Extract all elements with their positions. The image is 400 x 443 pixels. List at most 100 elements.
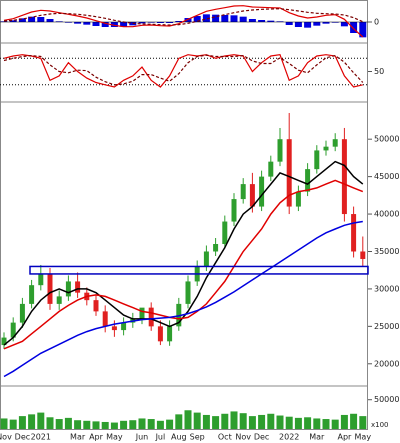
- x-tick-label: Sep: [190, 433, 205, 442]
- x-tick-label: May: [106, 433, 123, 442]
- macd-histogram-bar: [322, 22, 330, 24]
- candle-body: [56, 296, 62, 304]
- macd-histogram-bar: [313, 22, 321, 26]
- moving-average: [3, 160, 364, 346]
- candle-body: [277, 139, 283, 162]
- volume-bar: [0, 418, 8, 429]
- volume-bar: [110, 422, 118, 429]
- candle-body: [121, 322, 127, 331]
- plot-frame: [0, 0, 368, 430]
- x-tick-label: May: [355, 433, 372, 442]
- volume-bar: [276, 415, 284, 429]
- candle-body: [295, 191, 301, 207]
- volume-bar: [221, 413, 229, 429]
- candle-body: [38, 273, 44, 286]
- y-tick-label: 40000: [374, 210, 399, 219]
- candle-body: [167, 326, 173, 342]
- candle-body: [157, 326, 163, 342]
- candle-body: [111, 326, 117, 331]
- candle-body: [240, 184, 246, 200]
- x-tick-label: Dec: [254, 433, 269, 442]
- x-tick-label: Aug: [171, 433, 187, 442]
- macd-histogram-bar: [37, 17, 45, 22]
- volume-bar: [184, 410, 192, 429]
- candle-body: [10, 322, 16, 338]
- volume-bar: [322, 419, 330, 429]
- candle-body: [148, 307, 154, 327]
- volume-bar: [340, 414, 348, 429]
- volume-bar: [248, 416, 256, 429]
- support-zone: [29, 265, 369, 275]
- volume-bar: [129, 420, 137, 429]
- volume-bar: [46, 417, 54, 429]
- candle-body: [231, 199, 237, 222]
- moving-average: [3, 220, 363, 378]
- candle-body: [185, 281, 191, 304]
- macd-histogram-bar: [0, 21, 8, 22]
- y-tick-label: 45000: [374, 172, 399, 181]
- candle-body: [203, 251, 209, 267]
- volume-bar: [92, 421, 100, 429]
- y-tick-label: 20000: [374, 359, 399, 368]
- x-tick-label: Dec: [15, 433, 30, 442]
- macd-histogram-bar: [340, 22, 348, 27]
- volume-bar: [37, 412, 45, 429]
- x-tick-label: Oct: [218, 433, 232, 442]
- macd-histogram-bar: [294, 22, 302, 27]
- macd-histogram-bar: [350, 22, 358, 33]
- candle-body: [259, 176, 265, 207]
- macd-histogram-bar: [55, 21, 63, 22]
- volume-bar: [64, 417, 72, 429]
- candle-body: [360, 251, 366, 259]
- y-tick-label: 30000: [374, 284, 399, 293]
- candle-body: [305, 169, 311, 192]
- volume-bar: [350, 413, 358, 429]
- macd-histogram-bar: [46, 19, 54, 22]
- candle-body: [29, 285, 35, 304]
- macd-histogram-bar: [193, 16, 201, 22]
- candle-body: [268, 161, 274, 177]
- volume-bar: [18, 416, 26, 429]
- macd-histogram-bar: [28, 16, 36, 22]
- candle-body: [47, 273, 53, 304]
- macd-histogram-bar: [248, 19, 256, 22]
- volume-bar: [193, 412, 201, 429]
- candle-body: [75, 281, 81, 293]
- macd-histogram-bar: [230, 15, 238, 22]
- x-tick-label: Mar: [309, 433, 325, 442]
- volume-bar: [9, 419, 17, 429]
- candle-body: [286, 139, 292, 207]
- candle-body: [222, 221, 228, 244]
- macd-histogram-bar: [120, 22, 128, 27]
- macd-histogram-bar: [175, 21, 183, 22]
- macd-histogram-bar: [359, 22, 367, 38]
- x-tick-label: Jun: [135, 433, 149, 442]
- volume-bar: [202, 414, 210, 429]
- volume-bar: [212, 416, 220, 429]
- candle-body: [332, 139, 338, 147]
- macd-histogram-bar: [267, 20, 275, 22]
- macd-histogram-bar: [166, 22, 174, 23]
- macd-histogram-bar: [156, 22, 164, 23]
- macd-histogram-bar: [83, 22, 91, 25]
- x-tick-label: Apr: [337, 433, 352, 442]
- volume-bar: [313, 418, 321, 429]
- y-tick-label: 50: [374, 67, 384, 76]
- volume-bar: [230, 411, 238, 429]
- stochastic-line: [3, 54, 364, 86]
- x-tick-label: Jul: [155, 433, 166, 442]
- macd-line: [3, 8, 364, 26]
- macd-histogram-bar: [92, 22, 100, 26]
- moving-average: [3, 179, 364, 350]
- macd-histogram-bar: [304, 22, 312, 28]
- volume-bar: [138, 418, 146, 429]
- volume-bar: [147, 419, 155, 429]
- macd-histogram-bar: [9, 20, 17, 22]
- macd-histogram-bar: [110, 22, 118, 27]
- macd-histogram-bar: [138, 22, 146, 24]
- volume-bar: [28, 414, 36, 429]
- macd-histogram-bar: [101, 22, 109, 27]
- macd-histogram-bar: [184, 18, 192, 22]
- volume-bar: [74, 420, 82, 429]
